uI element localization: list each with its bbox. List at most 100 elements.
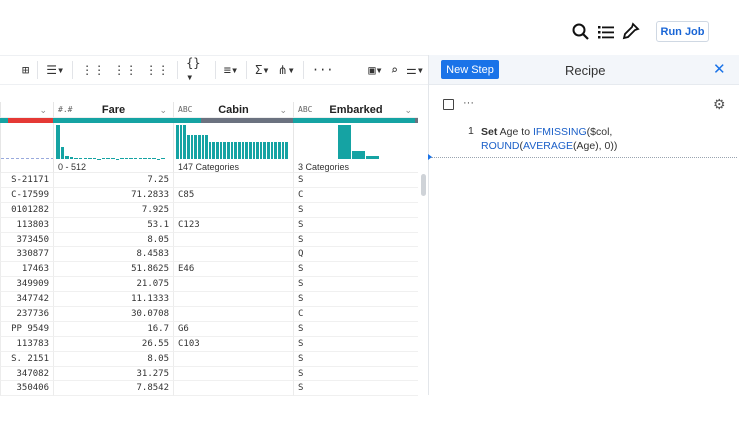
table-cell[interactable]: 53.1 [53,217,173,233]
toolbar-button[interactable]: ⋮⋮ [81,63,106,77]
more-options-icon[interactable]: ··· [463,97,474,109]
histogram-bar[interactable] [237,142,242,159]
histogram-bar[interactable] [259,142,264,159]
table-cell[interactable]: 349909 [0,277,53,293]
column-header[interactable]: ABC Embarked ⌄ [293,102,418,118]
histogram-bar[interactable] [111,158,116,159]
data-quality-bar[interactable] [0,118,53,123]
histogram-bar[interactable] [78,158,84,159]
new-step-button[interactable]: New Step [441,60,499,79]
histogram-bar[interactable] [115,158,121,159]
table-cell[interactable]: 330877 [0,247,53,263]
histogram-bar[interactable] [281,142,286,159]
type-icon[interactable]: ABC [298,105,313,114]
table-cell[interactable]: 21.075 [53,277,173,293]
histogram-bar[interactable] [190,135,195,159]
histogram-bar[interactable] [197,135,202,159]
run-job-button[interactable]: Run Job [656,21,709,42]
histogram-bar[interactable] [147,158,153,159]
table-cell[interactable]: S [293,277,418,293]
table-cell[interactable]: 0101282 [0,202,53,218]
histogram-bar[interactable] [352,150,366,159]
toolbar-button[interactable]: ▣▾ [368,63,383,77]
toolbar-button[interactable]: {}▾ [186,56,201,84]
histogram-bar[interactable] [338,125,352,159]
table-cell[interactable]: 8.4583 [53,247,173,263]
toolbar-button[interactable]: ··· [311,63,334,77]
select-all-checkbox[interactable] [443,99,454,110]
table-cell[interactable]: S [293,232,418,248]
table-cell[interactable]: 8.05 [53,351,173,367]
histogram-bar[interactable] [223,142,228,159]
histogram-bar[interactable] [69,157,75,159]
table-cell[interactable]: S [293,202,418,218]
table-cell[interactable]: 347742 [0,292,53,308]
toolbar-button[interactable]: ☰▾ [46,63,65,77]
column-header[interactable]: #.# Fare ⌄ [53,102,173,118]
histogram-bar[interactable] [230,142,235,159]
table-cell[interactable]: 11.1333 [53,292,173,308]
table-cell[interactable]: S [293,366,418,382]
table-cell[interactable]: S [293,173,418,188]
table-cell[interactable]: S [293,292,418,308]
table-cell[interactable]: 347082 [0,366,53,382]
table-cell[interactable]: C-17599 [0,187,53,203]
toolbar-button[interactable]: ⋮⋮ [145,63,170,77]
chevron-down-icon[interactable]: ⌄ [159,105,167,115]
data-quality-bar[interactable] [173,118,293,123]
histogram-bar[interactable] [248,142,253,159]
histogram-bar[interactable] [124,158,130,159]
histogram-bar[interactable] [88,158,93,159]
histogram-bar[interactable] [60,147,66,159]
table-cell[interactable]: 350406 [0,381,53,397]
histogram-bar[interactable] [179,125,184,159]
table-cell[interactable]: 17463 [0,262,53,278]
toolbar-button[interactable]: Σ▾ [255,63,270,77]
toolbar-button[interactable]: ⊞ [22,63,30,77]
histogram-bar[interactable] [120,158,125,159]
histogram-bar[interactable] [241,142,246,159]
histogram-bar[interactable] [183,125,187,159]
table-cell[interactable]: C85 [173,187,293,203]
list-icon[interactable] [596,22,616,42]
chevron-down-icon[interactable]: ⌄ [279,105,287,115]
table-cell[interactable]: 30.0708 [53,307,173,322]
table-cell[interactable]: S [293,351,418,367]
histogram-bar[interactable] [219,142,224,159]
panel-divider[interactable] [428,55,429,395]
histogram[interactable] [173,123,293,161]
histogram[interactable] [53,123,173,161]
histogram-bar[interactable] [201,135,206,159]
chevron-down-icon[interactable]: ⌄ [404,105,412,115]
data-quality-bar[interactable] [293,118,418,123]
histogram-bar[interactable] [106,158,111,159]
gear-icon[interactable]: ⚙ [713,96,726,112]
histogram-bar[interactable] [74,157,79,159]
close-icon[interactable]: ✕ [713,61,726,78]
table-cell[interactable]: S [293,321,418,337]
histogram-bar[interactable] [278,142,282,159]
table-cell[interactable]: C103 [173,336,293,352]
histogram-bar[interactable] [267,142,271,159]
histogram-bar[interactable] [285,142,289,159]
histogram-bar[interactable] [129,158,134,159]
histogram-bar[interactable] [161,158,166,159]
table-cell[interactable]: 51.8625 [53,262,173,278]
table-cell[interactable]: S [293,336,418,352]
histogram-bar[interactable] [56,125,61,159]
vertical-scrollbar[interactable] [421,174,426,196]
table-cell[interactable]: 26.55 [53,336,173,352]
column-header[interactable]: ABC Cabin ⌄ [173,102,293,118]
table-cell[interactable] [173,292,293,308]
table-cell[interactable]: Q [293,247,418,263]
chevron-down-icon[interactable]: ⌄ [39,105,47,115]
histogram-bar[interactable] [263,142,268,159]
histogram-bar[interactable] [194,135,198,159]
column-header[interactable]: ⌄ [0,102,53,118]
histogram-bar[interactable] [143,158,148,159]
table-cell[interactable]: G6 [173,321,293,337]
histogram-bar[interactable] [227,142,231,159]
table-cell[interactable]: 31.275 [53,366,173,382]
histogram-bar[interactable] [176,125,180,159]
histogram-bar[interactable] [270,142,275,159]
